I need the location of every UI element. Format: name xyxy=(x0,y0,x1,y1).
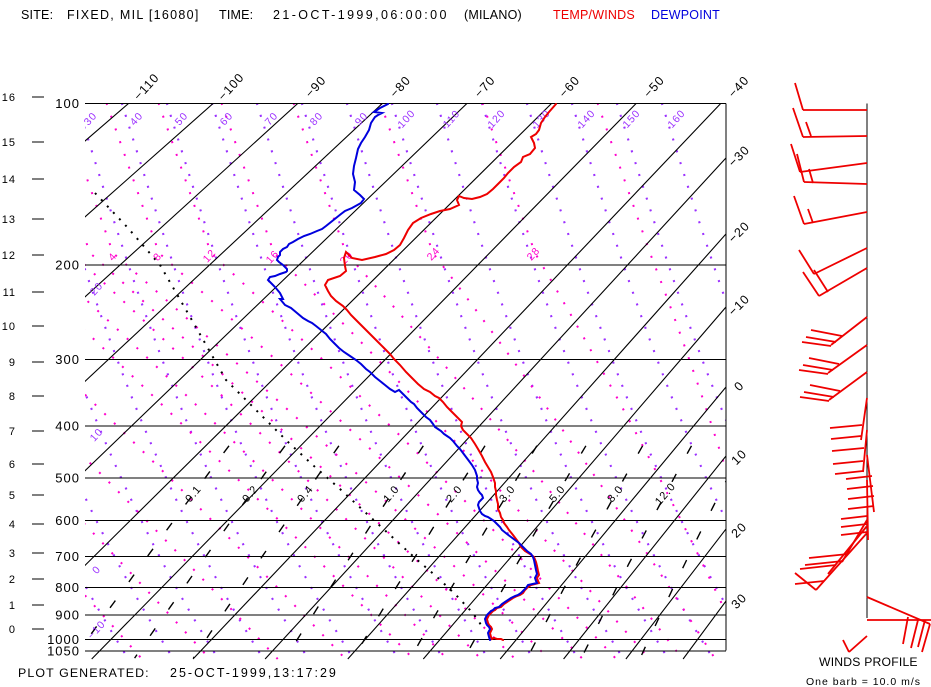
svg-text:1.0: 1.0 xyxy=(381,483,402,505)
svg-text:1000: 1000 xyxy=(47,632,80,647)
svg-text:30: 30 xyxy=(82,110,100,128)
svg-text:90: 90 xyxy=(353,110,371,128)
svg-text:One barb = 10.0 m/s: One barb = 10.0 m/s xyxy=(806,676,921,687)
svg-text:8.0: 8.0 xyxy=(605,483,626,505)
svg-text:−70: −70 xyxy=(472,73,499,100)
svg-text:100: 100 xyxy=(55,96,80,111)
svg-text:16: 16 xyxy=(2,92,16,104)
svg-text:20: 20 xyxy=(88,280,106,298)
svg-text:2: 2 xyxy=(9,574,16,586)
svg-text:15: 15 xyxy=(2,137,16,149)
svg-text:500: 500 xyxy=(55,471,80,486)
svg-text:FIXED, MIL [16080]: FIXED, MIL [16080] xyxy=(67,8,200,22)
svg-text:11: 11 xyxy=(3,287,16,299)
svg-text:10: 10 xyxy=(729,447,750,468)
svg-text:400: 400 xyxy=(55,419,80,434)
svg-text:25-OCT-1999,13:17:29: 25-OCT-1999,13:17:29 xyxy=(170,666,338,680)
svg-text:8: 8 xyxy=(151,250,164,263)
svg-text:−90: −90 xyxy=(302,73,329,100)
svg-text:70: 70 xyxy=(263,110,281,128)
svg-text:2.0: 2.0 xyxy=(444,483,465,505)
svg-text:0: 0 xyxy=(90,563,103,576)
svg-text:−30: −30 xyxy=(726,143,753,170)
svg-text:3: 3 xyxy=(9,548,16,560)
svg-text:900: 900 xyxy=(55,608,80,623)
svg-text:5: 5 xyxy=(9,490,16,502)
svg-text:−20: −20 xyxy=(726,219,753,246)
svg-text:SITE:: SITE: xyxy=(21,8,53,22)
svg-text:10: 10 xyxy=(88,426,106,444)
svg-text:14: 14 xyxy=(2,174,16,186)
svg-text:21-OCT-1999,06:00:00: 21-OCT-1999,06:00:00 xyxy=(273,8,449,22)
svg-text:−10: −10 xyxy=(726,292,753,319)
svg-text:12: 12 xyxy=(201,247,219,265)
svg-text:28: 28 xyxy=(525,245,543,263)
svg-text:12.0: 12.0 xyxy=(653,480,679,507)
svg-text:600: 600 xyxy=(55,513,80,528)
svg-text:6: 6 xyxy=(9,459,16,471)
svg-text:200: 200 xyxy=(55,257,80,272)
svg-text:8: 8 xyxy=(9,391,16,403)
svg-text:−100: −100 xyxy=(215,70,247,103)
svg-text:DEWPOINT: DEWPOINT xyxy=(651,8,720,22)
svg-text:1050: 1050 xyxy=(47,643,80,658)
svg-text:(MILANO): (MILANO) xyxy=(464,8,522,22)
svg-text:−60: −60 xyxy=(556,73,583,100)
svg-text:9: 9 xyxy=(9,357,16,369)
svg-text:−50: −50 xyxy=(641,73,668,100)
svg-text:24: 24 xyxy=(425,245,443,263)
svg-text:3.0: 3.0 xyxy=(497,483,518,505)
svg-text:TEMP/WINDS: TEMP/WINDS xyxy=(553,8,635,22)
svg-text:−80: −80 xyxy=(387,73,414,100)
svg-text:PLOT GENERATED:: PLOT GENERATED: xyxy=(18,666,150,680)
svg-text:4: 4 xyxy=(9,519,16,531)
svg-text:10: 10 xyxy=(2,321,16,333)
svg-text:−10: −10 xyxy=(85,618,108,641)
svg-text:0: 0 xyxy=(731,378,747,394)
svg-text:300: 300 xyxy=(55,352,80,367)
svg-text:0.1: 0.1 xyxy=(183,483,204,505)
svg-text:TIME:: TIME: xyxy=(219,8,253,22)
svg-text:800: 800 xyxy=(55,580,80,595)
svg-text:1: 1 xyxy=(9,600,16,612)
svg-text:60: 60 xyxy=(218,110,236,128)
svg-text:5.0: 5.0 xyxy=(547,483,568,505)
svg-text:0.4: 0.4 xyxy=(295,483,316,505)
svg-text:40: 40 xyxy=(128,110,146,128)
svg-text:−110: −110 xyxy=(131,71,162,104)
svg-text:0.2: 0.2 xyxy=(240,483,261,505)
svg-text:13: 13 xyxy=(2,214,16,226)
svg-text:700: 700 xyxy=(55,549,80,564)
svg-text:0: 0 xyxy=(9,624,16,636)
svg-text:7: 7 xyxy=(9,426,16,438)
svg-text:4: 4 xyxy=(106,250,119,263)
svg-text:12: 12 xyxy=(2,250,16,262)
svg-text:WINDS PROFILE: WINDS PROFILE xyxy=(819,655,918,669)
svg-text:−40: −40 xyxy=(725,73,752,100)
svg-text:30: 30 xyxy=(729,591,750,612)
svg-text:20: 20 xyxy=(729,520,750,541)
svg-text:80: 80 xyxy=(308,110,326,128)
